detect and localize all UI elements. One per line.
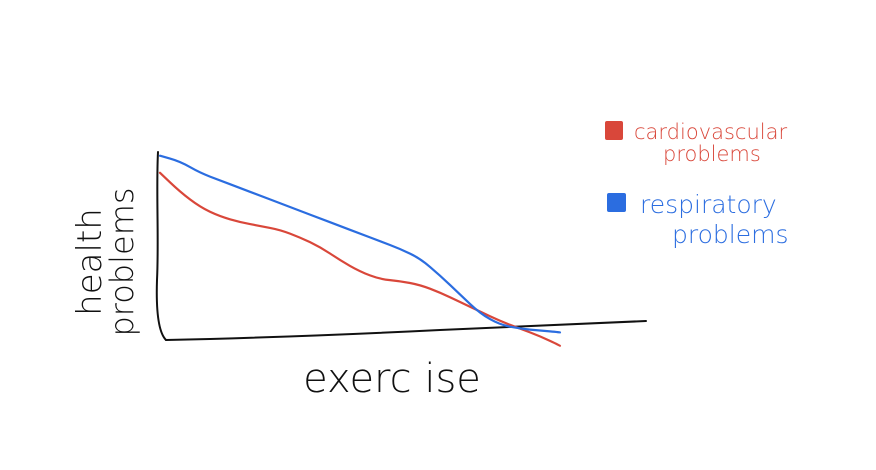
legend-swatch-respiratory [607, 193, 626, 212]
y-axis [155, 151, 167, 341]
legend-label-cardiovascular-line-2: problems [663, 142, 761, 166]
series-line-cardiovascular [158, 171, 562, 347]
y-axis-label-line-2: problems [103, 187, 141, 336]
legend-label-respiratory-line-2: problems [672, 220, 788, 249]
legend-label-cardiovascular-line-1: cardiovascular [634, 120, 787, 144]
x-axis-label: exerc ise [303, 356, 481, 402]
y-axis-label-line-1: health [70, 208, 110, 316]
legend-label-respiratory-line-1: respiratory [640, 190, 777, 219]
legend: cardiovascular problems respiratory prob… [605, 120, 788, 249]
series-line-respiratory [158, 154, 562, 334]
legend-swatch-cardiovascular [605, 121, 623, 140]
x-axis [165, 320, 647, 341]
